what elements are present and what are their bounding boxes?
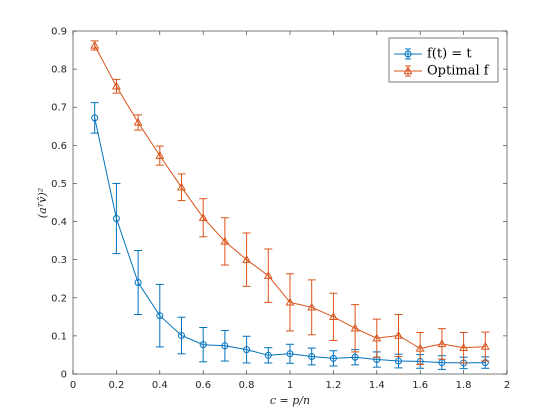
data-point	[459, 343, 469, 351]
x-tick-label: 0	[70, 380, 76, 391]
x-tick-label: 0.4	[152, 380, 168, 391]
error-bar	[307, 347, 316, 366]
y-tick-label: 0	[61, 370, 67, 381]
series-layer	[90, 40, 490, 370]
y-tick-label: 0.5	[51, 179, 67, 190]
error-bar	[134, 114, 143, 131]
y-tick-label: 0.8	[51, 65, 67, 76]
data-point	[329, 354, 337, 362]
data-point	[220, 236, 230, 245]
series-2	[90, 40, 490, 365]
error-bar	[242, 335, 251, 364]
legend-box	[388, 37, 499, 83]
y-tick-label: 0.4	[51, 217, 67, 228]
data-point	[350, 323, 360, 332]
legend: f(t) = t Optimal f	[388, 37, 499, 83]
x-tick-label: 0.8	[239, 380, 255, 391]
data-point	[308, 352, 316, 360]
legend-swatches	[394, 48, 422, 77]
error-bar	[264, 347, 273, 364]
error-bar	[329, 350, 338, 367]
error-bar	[307, 279, 316, 336]
data-point	[243, 346, 251, 354]
error-bar	[459, 331, 468, 364]
data-point	[286, 350, 294, 358]
error-bar	[416, 331, 425, 365]
error-bar	[199, 198, 208, 238]
error-bar	[134, 250, 143, 316]
error-bar	[199, 327, 208, 363]
y-tick-label: 0.2	[51, 293, 67, 304]
x-tick-label: 0.6	[195, 380, 211, 391]
error-bar	[177, 173, 186, 202]
legend-swatch-marker-1	[404, 50, 412, 58]
error-bar	[112, 182, 121, 255]
data-point	[263, 271, 273, 279]
error-bar	[264, 248, 273, 303]
data-point	[177, 182, 186, 191]
error-bar	[286, 343, 294, 364]
data-point	[394, 330, 403, 339]
data-point	[90, 40, 100, 49]
error-bar	[220, 217, 229, 266]
data-point	[111, 81, 121, 90]
y-tick-label: 0.3	[51, 255, 67, 266]
x-tick-label: 1	[287, 380, 293, 391]
x-tick-label: 1.8	[456, 380, 472, 391]
data-point	[437, 339, 447, 348]
y-tick-label: 0.6	[51, 141, 67, 152]
data-point	[242, 255, 252, 263]
error-bar	[394, 314, 403, 357]
x-axis-label: c = p/n	[270, 394, 310, 407]
error-bar	[155, 145, 164, 166]
x-tick-label: 1.2	[325, 380, 341, 391]
y-tick-label: 0.9	[51, 27, 67, 38]
error-bar	[329, 292, 338, 341]
data-point	[372, 333, 382, 342]
data-point	[91, 114, 99, 122]
y-axis-label: (aᵀv̂)²	[36, 188, 49, 218]
error-bar	[351, 304, 360, 353]
x-tick-label: 0.2	[108, 380, 124, 391]
data-point	[415, 343, 425, 352]
data-point	[285, 297, 295, 306]
series-1	[90, 102, 490, 370]
legend-label-series-1: f(t) = t	[427, 47, 472, 62]
data-point	[155, 151, 165, 159]
legend-swatch-marker-2	[403, 66, 413, 75]
data-point	[328, 312, 338, 321]
error-bar	[481, 331, 490, 362]
error-bar	[177, 316, 186, 355]
data-point	[199, 341, 207, 349]
y-tick-label: 0.7	[51, 103, 67, 114]
tick-layer: 0 0.2 0.4 0.6 0.8 1 1.2 1.4 1.6 1.8 2 0 0.1 0.2 0.3 0.4…	[51, 27, 510, 392]
x-tick-label: 1.6	[412, 380, 428, 391]
error-bar	[286, 273, 294, 332]
data-point	[156, 312, 164, 320]
error-bar	[155, 283, 164, 348]
data-point	[112, 215, 120, 223]
error-bar	[220, 330, 229, 362]
error-bar	[242, 232, 251, 287]
data-point	[307, 302, 317, 311]
data-point	[351, 353, 359, 361]
data-point	[395, 357, 402, 365]
data-point	[264, 351, 272, 359]
data-point	[221, 342, 229, 350]
error-bar	[90, 102, 99, 134]
legend-label-series-2: Optimal f	[427, 64, 490, 79]
data-point	[480, 341, 490, 350]
x-tick-label: 2	[504, 380, 510, 391]
data-point	[198, 213, 208, 221]
data-point	[134, 279, 142, 287]
y-tick-label: 0.1	[51, 331, 67, 342]
data-point	[178, 332, 185, 340]
data-point	[133, 117, 143, 126]
x-tick-label: 1.4	[369, 380, 385, 391]
error-bar	[372, 318, 381, 358]
error-bar	[437, 328, 446, 360]
